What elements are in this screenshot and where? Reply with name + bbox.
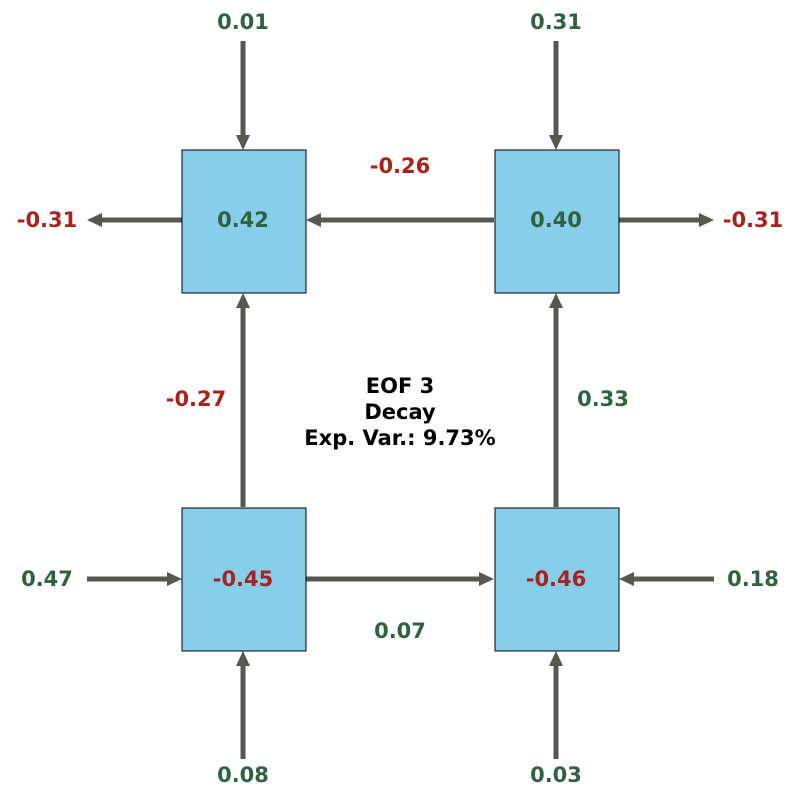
flow-label-top-left-outflow: -0.31: [17, 208, 78, 232]
arrow-bottom-right-inflow: [619, 572, 714, 586]
flow-label-top-right-to-top-left: -0.26: [370, 154, 431, 178]
arrow-bottom-left-inflow: [87, 572, 182, 586]
arrow-top-right-outflow: [619, 213, 714, 227]
flow-label-bottom-left-to-top-left: -0.27: [166, 387, 227, 411]
flow-label-bottom-right-to-top-right: 0.33: [577, 387, 629, 411]
arrow-bottom-right-to-top-right: [549, 293, 563, 507]
node-box-top-left: [181, 149, 307, 294]
arrow-bottom-right-inflow-bottom: [549, 651, 563, 759]
flow-label-bottom-right-inflow-bottom: 0.03: [530, 763, 582, 787]
arrow-top-right-inflow: [549, 41, 563, 150]
flow-label-top-left-inflow: 0.01: [217, 10, 269, 34]
diagram-title-line2: Decay: [364, 400, 436, 424]
arrow-bottom-left-to-top-left: [236, 293, 250, 507]
node-box-bottom-right: [494, 507, 620, 652]
arrow-top-left-inflow: [236, 41, 250, 150]
arrow-top-right-to-top-left: [306, 213, 494, 227]
flow-label-bottom-right-inflow: 0.18: [727, 567, 779, 591]
flow-label-bottom-left-inflow-bottom: 0.08: [217, 763, 269, 787]
flow-label-bottom-left-to-bottom-right: 0.07: [374, 619, 426, 643]
arrow-bottom-left-to-bottom-right: [306, 572, 494, 586]
node-value-bottom-right: -0.46: [526, 567, 587, 591]
node-value-top-left: 0.42: [217, 208, 269, 232]
node-box-top-right: [494, 149, 620, 294]
node-value-bottom-left: -0.45: [213, 567, 274, 591]
flow-label-top-right-inflow: 0.31: [530, 10, 582, 34]
diagram-title-line3: Exp. Var.: 9.73%: [304, 426, 495, 450]
node-value-top-right: 0.40: [530, 208, 582, 232]
diagram-title-line1: EOF 3: [366, 374, 434, 398]
arrow-bottom-left-inflow-bottom: [236, 651, 250, 759]
node-box-bottom-left: [181, 507, 307, 652]
flow-label-bottom-left-inflow: 0.47: [21, 567, 73, 591]
flow-label-top-right-outflow: -0.31: [723, 208, 784, 232]
arrow-top-left-outflow: [87, 213, 182, 227]
